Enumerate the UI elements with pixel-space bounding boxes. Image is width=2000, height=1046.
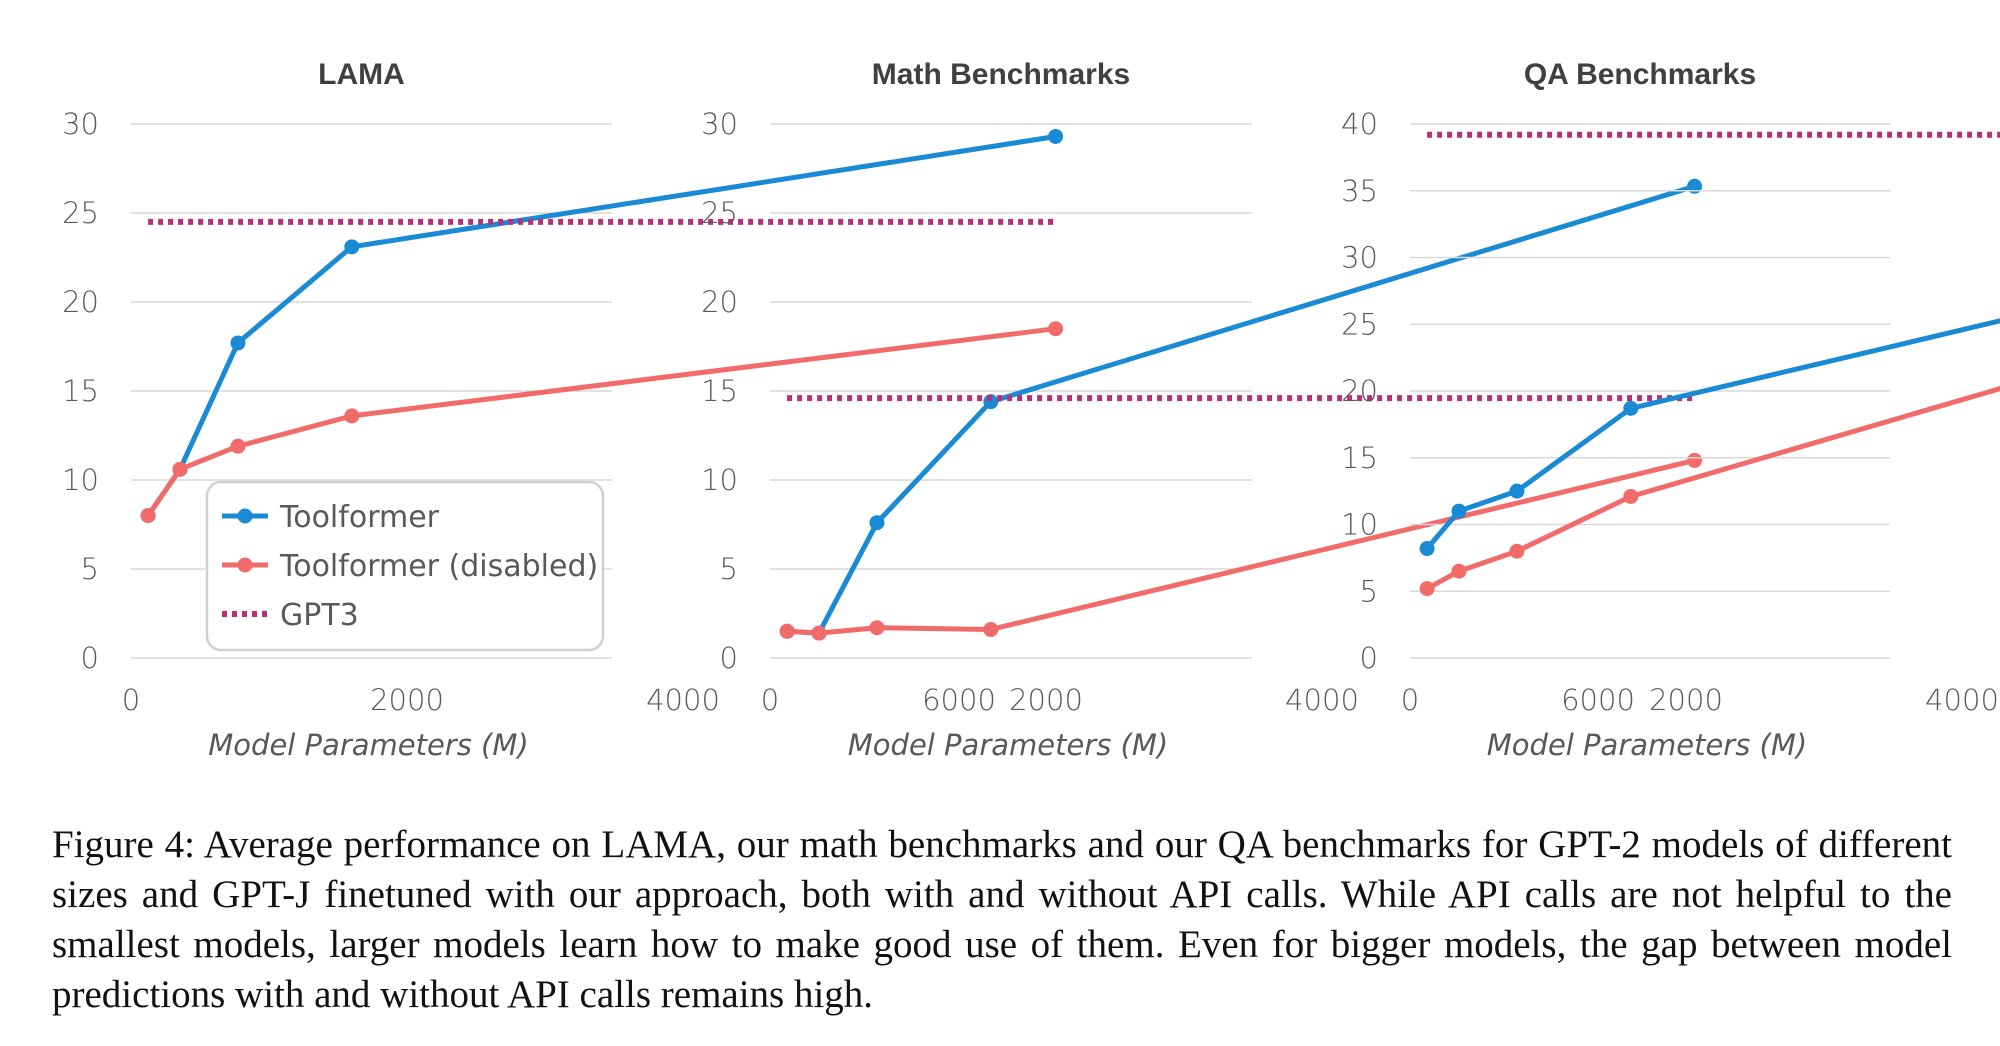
y-tick-label: 0 bbox=[1360, 641, 1378, 675]
y-tick-label: 30 bbox=[701, 107, 738, 141]
charts-container: LAMA 0 5 10 15 20 25 30 0 2000 4000 6000 Model Param… bbox=[62, 58, 2000, 762]
legend-label: Toolformer (disabled) bbox=[279, 549, 598, 584]
x-tick-label: 4000 bbox=[1925, 683, 1999, 717]
y-tick-label: 15 bbox=[62, 374, 99, 408]
legend-label: Toolformer bbox=[279, 500, 440, 535]
y-tick-label: 5 bbox=[81, 552, 99, 586]
data-point-toolformer-disabled bbox=[344, 408, 360, 424]
data-point-toolformer-disabled bbox=[1623, 488, 1639, 504]
x-axis-title: Model Parameters (M) bbox=[848, 728, 1168, 762]
data-point-toolformer bbox=[869, 515, 885, 531]
data-point-toolformer-disabled bbox=[1048, 321, 1064, 337]
figure-caption: Figure 4: Average performance on LAMA, o… bbox=[52, 823, 1952, 1016]
y-tick-label: 20 bbox=[1341, 374, 1378, 408]
y-tick-label: 5 bbox=[1360, 574, 1378, 608]
chart-qa: QA Benchmarks 0 5 10 15 20 25 30 35 40 0 2000 4000 60… bbox=[1341, 58, 2000, 762]
data-point-toolformer bbox=[1687, 178, 1703, 194]
data-point-toolformer-disabled bbox=[1451, 563, 1467, 579]
data-point-toolformer-disabled bbox=[230, 438, 246, 454]
chart-title: QA Benchmarks bbox=[1524, 58, 1756, 91]
data-point-toolformer-disabled bbox=[1687, 452, 1703, 468]
legend-label: GPT3 bbox=[280, 598, 359, 633]
y-tick-label: 10 bbox=[1341, 508, 1378, 542]
y-tick-label: 20 bbox=[701, 285, 738, 319]
series-line-toolformer-disabled bbox=[786, 457, 1696, 636]
data-point-toolformer bbox=[344, 239, 360, 255]
x-tick-label: 2000 bbox=[1649, 683, 1723, 717]
x-tick-label: 6000 bbox=[1561, 683, 1635, 717]
x-tick-label: 2000 bbox=[1009, 683, 1083, 717]
y-tick-label: 15 bbox=[701, 374, 738, 408]
x-axis-title: Model Parameters (M) bbox=[1487, 728, 1807, 762]
series-line-toolformer bbox=[786, 183, 1696, 636]
y-tick-label: 0 bbox=[81, 641, 99, 675]
data-point-toolformer-disabled bbox=[1509, 543, 1525, 559]
x-tick-label: 6000 bbox=[922, 683, 996, 717]
chart-title: Math Benchmarks bbox=[872, 58, 1130, 91]
data-point-toolformer bbox=[1419, 541, 1435, 557]
y-tick-label: 15 bbox=[1341, 441, 1378, 475]
data-point-toolformer bbox=[983, 394, 999, 410]
x-tick-label: 4000 bbox=[646, 683, 720, 717]
y-tick-label: 30 bbox=[1341, 241, 1378, 275]
y-tick-label: 10 bbox=[701, 463, 738, 497]
legend-swatch-marker bbox=[237, 557, 253, 573]
x-tick-label: 0 bbox=[1401, 683, 1419, 717]
chart-title: LAMA bbox=[318, 58, 405, 91]
x-tick-label: 0 bbox=[761, 683, 779, 717]
data-point-toolformer bbox=[1509, 483, 1525, 499]
data-point-toolformer-disabled bbox=[983, 622, 999, 638]
y-tick-label: 30 bbox=[62, 107, 99, 141]
data-point-toolformer bbox=[1048, 128, 1064, 144]
legend-box bbox=[205, 480, 605, 652]
x-tick-label: 0 bbox=[122, 683, 140, 717]
data-point-toolformer bbox=[230, 335, 246, 351]
y-tick-label: 5 bbox=[720, 552, 738, 586]
legend-swatch-marker bbox=[237, 508, 253, 524]
x-axis-title: Model Parameters (M) bbox=[208, 728, 528, 762]
y-tick-label: 10 bbox=[62, 463, 99, 497]
data-point-toolformer bbox=[1623, 400, 1639, 416]
data-point-toolformer-disabled bbox=[869, 620, 885, 636]
x-tick-label: 2000 bbox=[370, 683, 444, 717]
x-tick-label: 4000 bbox=[1285, 683, 1359, 717]
series-line-toolformer-disabled bbox=[1425, 386, 2000, 591]
data-point-toolformer-disabled bbox=[1419, 581, 1435, 597]
y-tick-label: 20 bbox=[62, 285, 99, 319]
data-point-toolformer bbox=[1451, 503, 1467, 519]
legend: Toolformer Toolformer (disabled) GPT3 bbox=[205, 480, 605, 652]
y-tick-label: 35 bbox=[1341, 174, 1378, 208]
data-point-toolformer-disabled bbox=[811, 625, 827, 641]
y-tick-label: 0 bbox=[720, 641, 738, 675]
y-tick-label: 25 bbox=[701, 196, 738, 230]
data-point-toolformer-disabled bbox=[172, 461, 188, 477]
y-tick-label: 40 bbox=[1341, 107, 1378, 141]
y-tick-label: 25 bbox=[62, 196, 99, 230]
series-line-toolformer bbox=[146, 134, 1056, 518]
data-point-toolformer-disabled bbox=[779, 623, 795, 639]
y-tick-label: 25 bbox=[1341, 307, 1378, 341]
data-point-toolformer-disabled bbox=[140, 508, 156, 524]
